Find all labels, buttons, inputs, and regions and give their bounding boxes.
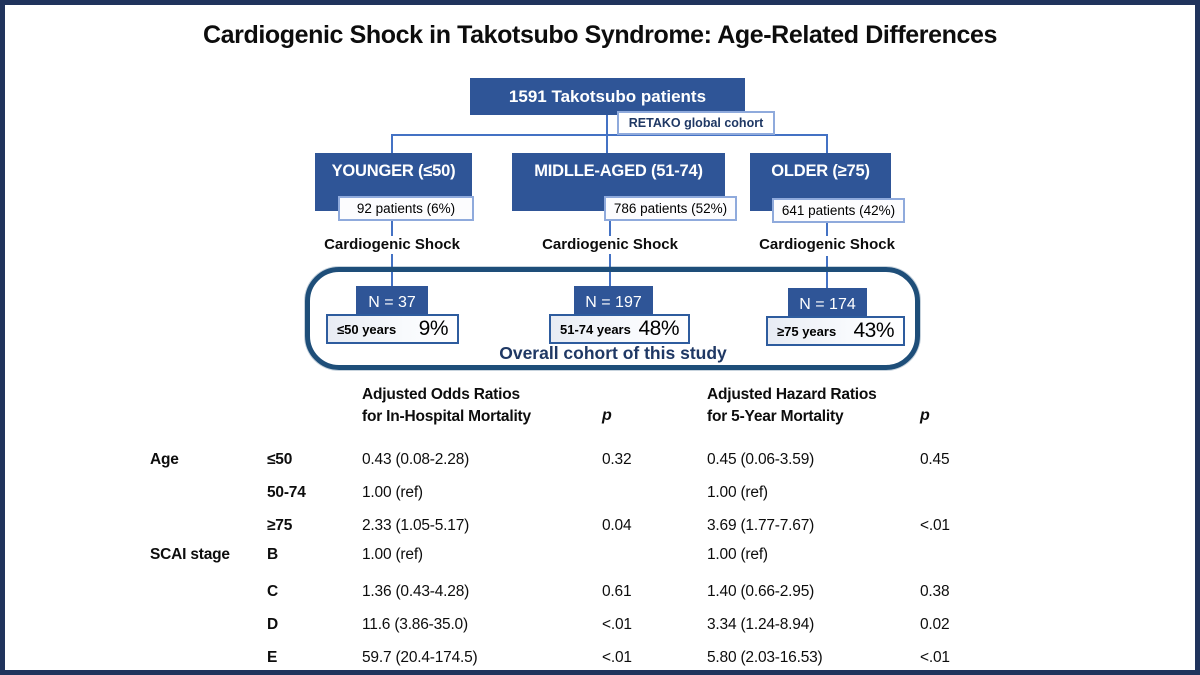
connector-line	[826, 221, 828, 236]
figure-title: Cardiogenic Shock in Takotsubo Syndrome:…	[202, 21, 997, 49]
overall-cohort-outline	[305, 267, 920, 370]
connector-line	[609, 219, 611, 236]
cell-p-hazard: <.01	[920, 649, 950, 666]
age-range-label: ≤50 years	[337, 321, 397, 337]
shock-n-younger: N = 37	[356, 286, 428, 319]
cell-p-hazard: <.01	[920, 517, 950, 534]
cell-category: ≤50	[267, 451, 293, 468]
cell-p-hazard: 0.02	[920, 616, 950, 633]
shock-n-older: N = 174	[788, 288, 867, 321]
table-row: SCAI stage B 1.00 (ref) 1.00 (ref)	[5, 546, 1195, 568]
table-row: ≥75 2.33 (1.05-5.17) 0.04 3.69 (1.77-7.6…	[5, 517, 1195, 539]
cell-hazard-ratio: 1.00 (ref)	[707, 484, 768, 501]
cell-odds-ratio: 59.7 (20.4-174.5)	[362, 649, 478, 666]
cell-category: E	[267, 649, 278, 666]
shock-rate-middle-aged: 51-74 years 48%	[549, 314, 690, 344]
cell-p-odds: 0.04	[602, 517, 632, 534]
patients-count-younger: 92 patients (6%)	[338, 196, 474, 221]
table-row: 50-74 1.00 (ref) 1.00 (ref)	[5, 484, 1195, 506]
cardiogenic-shock-label: Cardiogenic Shock	[759, 236, 895, 253]
shock-rate-older: ≥75 years 43%	[766, 316, 905, 346]
cohort-tag: RETAKO global cohort	[617, 111, 775, 135]
cell-odds-ratio: 0.43 (0.08-2.28)	[362, 451, 470, 468]
col-header-odds-ratio-line1: Adjusted Odds Ratios	[362, 386, 520, 403]
cell-p-odds: <.01	[602, 616, 632, 633]
cell-hazard-ratio: 1.40 (0.66-2.95)	[707, 583, 815, 600]
cell-group: Age	[150, 451, 179, 468]
shock-percentage: 48%	[638, 317, 679, 340]
root-node: 1591 Takotsubo patients	[470, 78, 745, 115]
col-header-p-hazard: p	[920, 407, 930, 424]
connector-line	[826, 134, 828, 154]
patients-count-middle-aged: 786 patients (52%)	[604, 196, 737, 221]
shock-n-middle-aged: N = 197	[574, 286, 653, 319]
col-header-hazard-ratio-line2: for 5-Year Mortality	[707, 408, 844, 425]
cell-odds-ratio: 1.00 (ref)	[362, 546, 423, 563]
cell-hazard-ratio: 1.00 (ref)	[707, 546, 768, 563]
connector-line	[826, 256, 828, 289]
cardiogenic-shock-label: Cardiogenic Shock	[324, 236, 460, 253]
table-row: C 1.36 (0.43-4.28) 0.61 1.40 (0.66-2.95)…	[5, 583, 1195, 605]
shock-percentage: 9%	[418, 317, 449, 340]
cell-p-hazard: 0.45	[920, 451, 950, 468]
age-range-label: ≥75 years	[777, 323, 837, 339]
table-row: D 11.6 (3.86-35.0) <.01 3.34 (1.24-8.94)…	[5, 616, 1195, 638]
cardiogenic-shock-label: Cardiogenic Shock	[542, 236, 678, 253]
cell-p-odds: <.01	[602, 649, 632, 666]
cell-category: B	[267, 546, 278, 563]
cell-p-hazard: 0.38	[920, 583, 950, 600]
cell-hazard-ratio: 0.45 (0.06-3.59)	[707, 451, 815, 468]
col-header-odds-ratio-line2: for In-Hospital Mortality	[362, 408, 531, 425]
cell-category: D	[267, 616, 278, 633]
cell-odds-ratio: 1.36 (0.43-4.28)	[362, 583, 470, 600]
cell-category: 50-74	[267, 484, 306, 501]
cell-odds-ratio: 1.00 (ref)	[362, 484, 423, 501]
cell-odds-ratio: 2.33 (1.05-5.17)	[362, 517, 470, 534]
connector-line	[391, 219, 393, 236]
table-row: E 59.7 (20.4-174.5) <.01 5.80 (2.03-16.5…	[5, 649, 1195, 670]
connector-line	[606, 134, 608, 154]
cell-hazard-ratio: 5.80 (2.03-16.53)	[707, 649, 823, 666]
cell-p-odds: 0.32	[602, 451, 632, 468]
patients-count-older: 641 patients (42%)	[772, 198, 905, 223]
connector-line	[391, 134, 828, 136]
connector-line	[391, 134, 393, 154]
cell-hazard-ratio: 3.34 (1.24-8.94)	[707, 616, 815, 633]
col-header-p-odds: p	[602, 407, 612, 424]
connector-line	[606, 115, 608, 136]
cell-group: SCAI stage	[150, 546, 230, 563]
shock-percentage: 43%	[853, 319, 894, 342]
shock-rate-younger: ≤50 years 9%	[326, 314, 459, 344]
table-row: Age ≤50 0.43 (0.08-2.28) 0.32 0.45 (0.06…	[5, 451, 1195, 473]
cell-category: ≥75	[267, 517, 293, 534]
age-range-label: 51-74 years	[560, 321, 631, 337]
cell-odds-ratio: 11.6 (3.86-35.0)	[362, 616, 468, 633]
cell-hazard-ratio: 3.69 (1.77-7.67)	[707, 517, 815, 534]
cell-p-odds: 0.61	[602, 583, 632, 600]
col-header-hazard-ratio-line1: Adjusted Hazard Ratios	[707, 386, 877, 403]
cell-category: C	[267, 583, 278, 600]
overall-cohort-caption: Overall cohort of this study	[499, 343, 727, 363]
